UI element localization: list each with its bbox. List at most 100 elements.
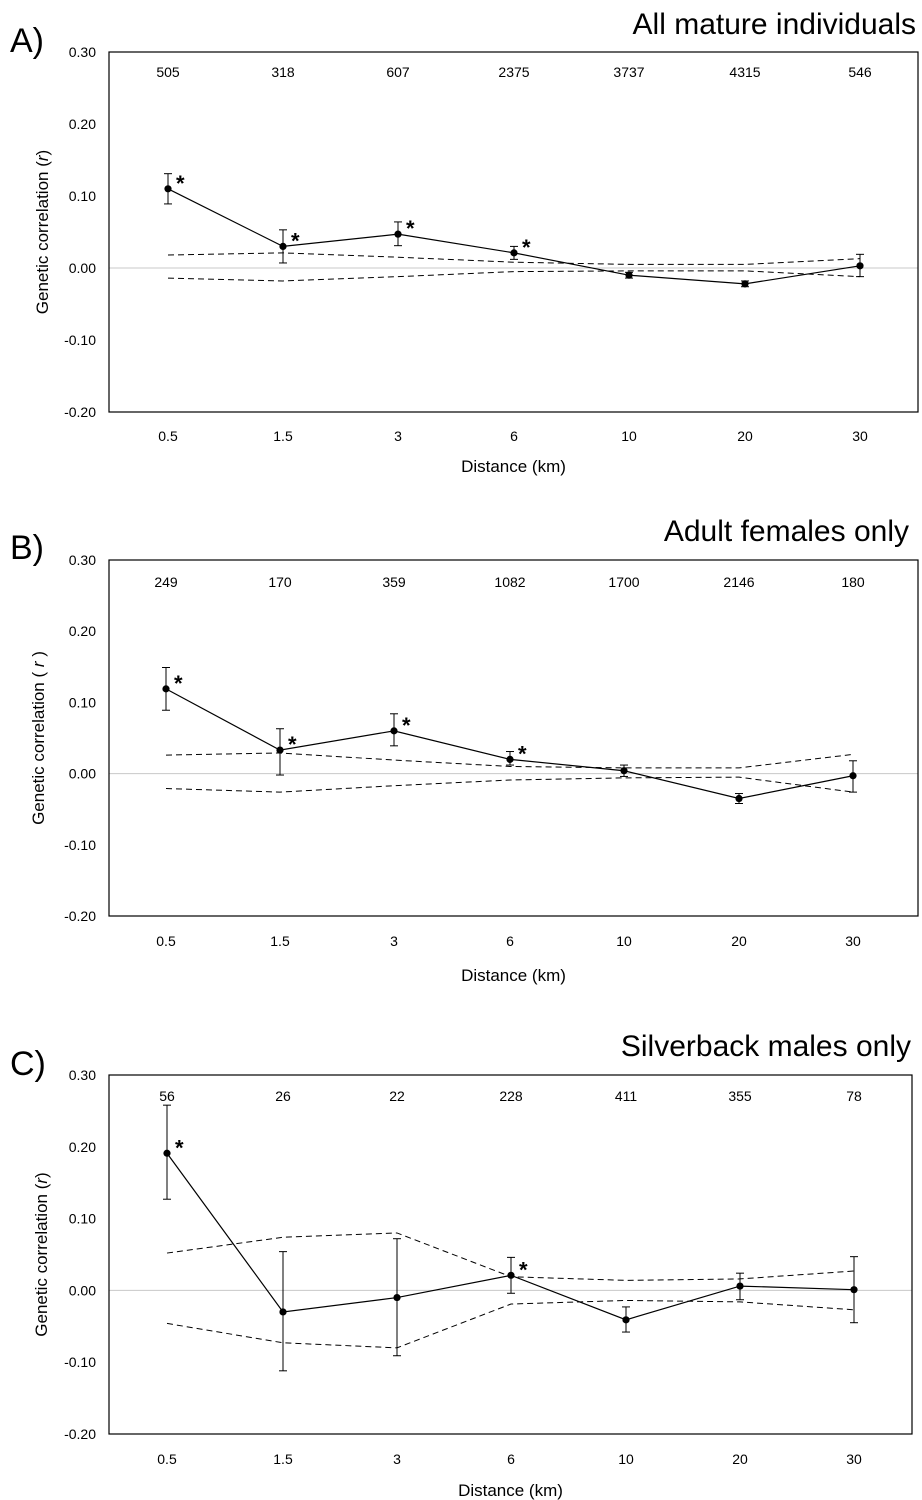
data-point [279, 1308, 287, 1316]
y-tick-label: -0.10 [64, 837, 96, 853]
x-tick-label: 3 [390, 933, 398, 949]
data-point [620, 767, 628, 775]
data-point [625, 271, 633, 279]
pair-count: 355 [728, 1088, 752, 1104]
y-axis-label-text: Genetic correlation ( [29, 667, 48, 825]
plot-frame [108, 51, 919, 413]
x-tick-label: 3 [394, 428, 402, 444]
pair-count: 26 [275, 1088, 291, 1104]
x-axis-label: Distance (km) [461, 457, 566, 476]
x-tick-label: 10 [618, 1451, 634, 1467]
plot-frame [108, 1074, 913, 1435]
significance-star: * [518, 741, 527, 766]
y-tick-label: -0.10 [64, 1354, 96, 1370]
pair-count: 22 [389, 1088, 405, 1104]
x-axis-label: Distance (km) [458, 1481, 563, 1500]
x-tick-label: 10 [621, 428, 637, 444]
y-axis-label-r: r [32, 1177, 51, 1184]
panel-b: B) Adult females only 0.30 0.20 0.10 0.00 -0.1… [10, 515, 919, 985]
pair-count: 4315 [729, 64, 760, 80]
y-tick-label: 0.00 [69, 260, 96, 276]
significance-star: * [291, 228, 300, 253]
y-tick-label: 0.10 [69, 694, 96, 710]
x-tick-label: 6 [510, 428, 518, 444]
plot-frame [108, 559, 919, 917]
pair-count: 318 [271, 64, 295, 80]
panel-letter: A) [10, 22, 44, 60]
panel-a: A) All mature individuals 0.30 0.20 0.10 0.00… [10, 8, 919, 476]
ci-lower-line [167, 270, 861, 282]
pair-count: 359 [382, 574, 406, 590]
pair-count: 1082 [494, 574, 525, 590]
data-point [276, 746, 284, 754]
pair-count: 2375 [498, 64, 529, 80]
panel-letter: B) [10, 529, 44, 567]
y-tick-label: 0.20 [69, 116, 96, 132]
y-axis-label: Genetic correlation (r) [33, 150, 52, 314]
x-tick-label: 1.5 [273, 1451, 293, 1467]
data-point [393, 1293, 401, 1302]
data-point [849, 772, 857, 780]
y-tick-label: -0.20 [64, 908, 96, 924]
panel-c: C) Silverback males only 0.30 0.20 0.10 0.00 -… [10, 1030, 913, 1500]
pair-count: 546 [848, 64, 872, 80]
y-tick-label: -0.20 [64, 1426, 96, 1442]
y-tick-label: 0.10 [69, 1211, 96, 1227]
significance-star: * [176, 171, 185, 196]
x-tick-label: 30 [845, 933, 861, 949]
data-point [394, 230, 402, 238]
y-axis-label: Genetic correlation ( r ) [29, 651, 48, 825]
significance-star: * [519, 1257, 528, 1282]
y-axis-label-r: r [29, 660, 48, 667]
pair-count: 411 [615, 1088, 638, 1104]
x-tick-label: 6 [506, 933, 514, 949]
x-tick-label: 10 [616, 933, 632, 949]
significance-star: * [174, 671, 183, 696]
data-point [856, 262, 864, 270]
x-tick-label: 0.5 [158, 428, 178, 444]
pair-count: 2146 [723, 574, 754, 590]
data-point [510, 249, 518, 257]
data-point [163, 1149, 171, 1157]
y-tick-label: 0.30 [69, 44, 96, 60]
data-point [164, 185, 172, 193]
x-tick-label: 1.5 [273, 428, 293, 444]
panel-letter: C) [10, 1045, 46, 1083]
x-axis-label: Distance (km) [461, 966, 566, 985]
pair-count: 3737 [613, 64, 644, 80]
data-point [736, 1282, 744, 1290]
significance-star: * [175, 1135, 184, 1160]
x-tick-label: 30 [846, 1451, 862, 1467]
ci-lower-line [165, 776, 854, 793]
series-line [165, 688, 854, 800]
data-point [506, 755, 514, 763]
significance-star: * [522, 235, 531, 260]
x-tick-label: 20 [732, 1451, 748, 1467]
pair-count: 607 [386, 64, 410, 80]
pair-count: 228 [499, 1088, 523, 1104]
x-tick-label: 20 [731, 933, 747, 949]
y-axis-label-text: Genetic correlation ( [33, 161, 52, 314]
y-axis-label-close: ) [32, 1172, 51, 1178]
data-point [735, 794, 743, 803]
x-tick-label: 3 [393, 1451, 401, 1467]
x-tick-label: 0.5 [156, 933, 176, 949]
y-axis-label-close: ) [29, 651, 48, 661]
data-point [622, 1316, 630, 1324]
y-tick-label: -0.20 [64, 404, 96, 420]
pair-count: 1700 [608, 574, 639, 590]
y-axis-label-text: Genetic correlation ( [32, 1183, 51, 1336]
x-tick-label: 30 [852, 428, 868, 444]
significance-star: * [288, 732, 297, 757]
y-tick-label: 0.30 [69, 1067, 96, 1083]
y-tick-label: 0.30 [69, 552, 96, 568]
data-point [390, 727, 398, 735]
pair-count: 56 [159, 1088, 175, 1104]
panel-title: Silverback males only [621, 1030, 911, 1063]
pair-count: 78 [846, 1088, 862, 1104]
panel-title: All mature individuals [633, 8, 916, 41]
pair-count: 170 [268, 574, 292, 590]
data-point [741, 280, 749, 288]
data-point [850, 1286, 858, 1294]
